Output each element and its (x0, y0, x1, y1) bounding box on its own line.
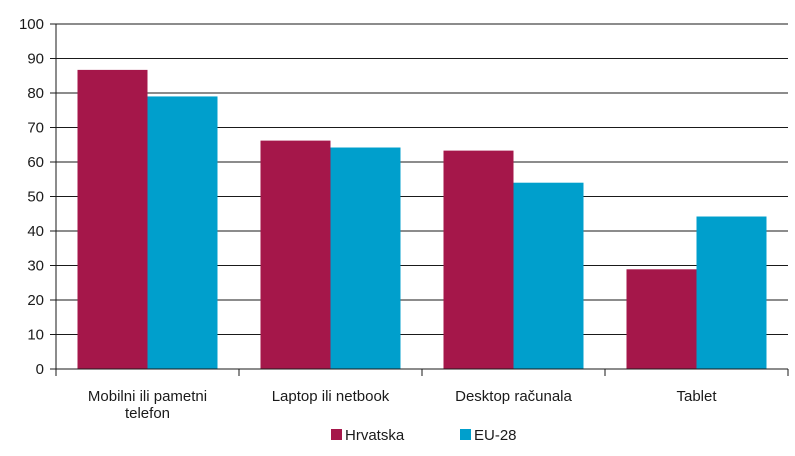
y-tick-label: 80 (27, 85, 44, 102)
bar-hrvatska-3 (626, 269, 697, 369)
x-category-label: Mobilni ili pametni telefon (88, 388, 207, 422)
bars (77, 69, 767, 369)
legend-swatch-hrvatska (331, 429, 342, 440)
y-tick-label: 70 (27, 120, 44, 137)
y-tick-label: 60 (27, 154, 44, 171)
x-category-label: Laptop ili netbook (272, 388, 390, 405)
legend: Hrvatska EU-28 (331, 427, 517, 444)
legend-label-hrvatska: Hrvatska (345, 427, 405, 444)
y-tick-label: 40 (27, 223, 44, 240)
y-axis-tick-labels: 0 10 20 30 40 50 60 70 80 90 100 (19, 16, 44, 378)
y-tick-label: 90 (27, 51, 44, 68)
legend-label-eu-28: EU-28 (474, 427, 517, 444)
y-tick-label: 0 (36, 361, 44, 378)
x-axis (55, 24, 789, 376)
x-category-label: Desktop računala (455, 388, 572, 405)
bar-hrvatska-1 (260, 140, 331, 369)
bar-eu-28-1 (330, 147, 401, 369)
x-category-label: Tablet (676, 388, 717, 405)
x-axis-category-labels: Mobilni ili pametni telefon Laptop ili net… (88, 388, 717, 422)
y-tick-label: 20 (27, 292, 44, 309)
bar-eu-28-2 (513, 182, 584, 369)
bar-eu-28-0 (147, 96, 218, 369)
bar-hrvatska-0 (77, 69, 148, 369)
bar-hrvatska-2 (443, 150, 514, 369)
y-tick-label: 100 (19, 16, 44, 33)
y-tick-label: 30 (27, 258, 44, 275)
legend-swatch-eu-28 (460, 429, 471, 440)
y-tick-label: 10 (27, 327, 44, 344)
y-tick-label: 50 (27, 189, 44, 206)
bar-eu-28-3 (696, 216, 767, 369)
